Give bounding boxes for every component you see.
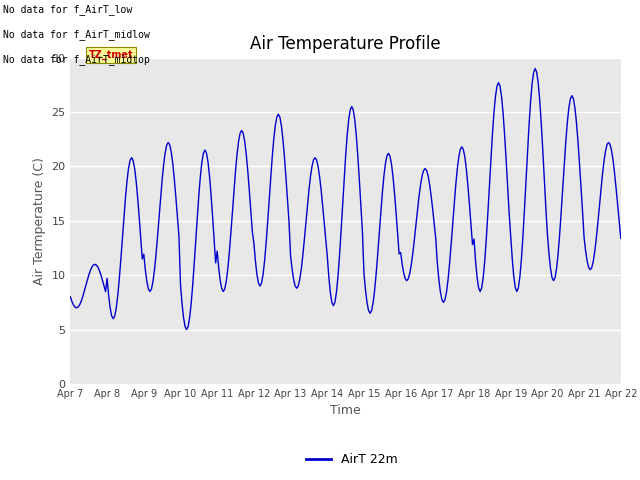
Y-axis label: Air Termperature (C): Air Termperature (C) (33, 157, 46, 285)
Text: No data for f_AirT_midtop: No data for f_AirT_midtop (3, 54, 150, 65)
Title: Air Temperature Profile: Air Temperature Profile (250, 35, 441, 53)
X-axis label: Time: Time (330, 405, 361, 418)
Text: No data for f_AirT_midlow: No data for f_AirT_midlow (3, 29, 150, 40)
Text: No data for f_AirT_low: No data for f_AirT_low (3, 4, 132, 15)
Legend: AirT 22m: AirT 22m (301, 448, 403, 471)
Text: TZ_tmet: TZ_tmet (89, 49, 133, 60)
